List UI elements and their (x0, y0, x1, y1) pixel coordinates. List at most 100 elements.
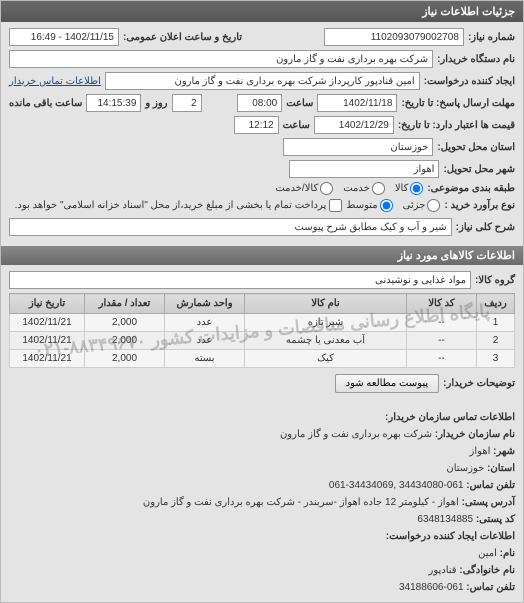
detail-panel: جزئیات اطلاعات نیاز شماره نیاز: 11020930… (0, 0, 524, 603)
items-section-title: اطلاعات کالاهای مورد نیاز (1, 246, 523, 265)
table-cell: 1402/11/21 (10, 314, 85, 332)
radio-medium[interactable]: متوسط (346, 199, 392, 212)
c-org-label: نام سازمان خریدار: (435, 429, 515, 440)
c-cphone-label: تلفن تماس: (466, 582, 515, 593)
radio-goods-label: کالا (395, 183, 409, 194)
request-no-label: شماره نیاز: (468, 32, 515, 43)
radio-both-label: کالا/خدمت (275, 183, 318, 194)
radio-medium-label: متوسط (346, 200, 377, 211)
c-address-label: آدرس پستی: (462, 497, 515, 508)
radio-both[interactable]: کالا/خدمت (275, 182, 333, 195)
province: خوزستان (283, 138, 433, 156)
col-qty: تعداد / مقدار (85, 294, 165, 314)
days-label: روز و (145, 98, 167, 109)
radio-service-label: خدمت (343, 183, 370, 194)
table-cell: -- (407, 314, 477, 332)
col-date: تاریخ نیاز (10, 294, 85, 314)
table-row: 2--آب معدنی یا چشمهعدد2,0001402/11/21 (10, 332, 515, 350)
table-cell: 1 (477, 314, 515, 332)
deadline-date: 1402/11/18 (317, 94, 397, 112)
treasury-checkbox[interactable]: پرداخت تمام یا بخشی از مبلغ خرید،از محل … (15, 199, 343, 212)
request-no: 1102093079002708 (324, 28, 464, 46)
buyer-contact-link[interactable]: اطلاعات تماس خریدار (9, 76, 101, 87)
time-label-1: ساعت (286, 98, 313, 109)
province-label: استان محل تحویل: (437, 142, 515, 153)
c-org: شرکت بهره برداری نفت و گاز مارون (280, 429, 432, 440)
contact-title: اطلاعات تماس سازمان خریدار: (9, 409, 515, 426)
form-area: شماره نیاز: 1102093079002708 تاریخ و ساع… (1, 22, 523, 246)
items-table: ردیف کد کالا نام کالا واحد شمارش تعداد /… (9, 293, 515, 368)
table-cell: 2,000 (85, 332, 165, 350)
creator-label: ایجاد کننده درخواست: (424, 76, 515, 87)
days-remaining: 2 (172, 94, 202, 112)
c-postcode: 6348134885 (417, 514, 473, 525)
buyer-org: شرکت بهره برداری نفت و گاز مارون (9, 50, 433, 68)
c-phone: 061-34434080 ,34434069-061 (329, 480, 464, 491)
attachment-button[interactable]: پیوست مطالعه شود (335, 374, 440, 393)
time-remaining: 14:15:39 (86, 94, 141, 112)
buyer-org-label: نام دستگاه خریدار: (437, 54, 515, 65)
table-cell: -- (407, 350, 477, 368)
table-row: 1--شیر تازهعدد2,0001402/11/21 (10, 314, 515, 332)
items-table-wrap: ردیف کد کالا نام کالا واحد شمارش تعداد /… (9, 293, 515, 368)
c-postcode-label: کد پستی: (476, 514, 515, 525)
table-cell: عدد (165, 332, 245, 350)
table-cell: 3 (477, 350, 515, 368)
c-city-label: شهر: (493, 446, 515, 457)
radio-small[interactable]: جزئی (403, 199, 441, 212)
deadline-label: مهلت ارسال پاسخ: تا تاریخ: (401, 98, 515, 109)
panel-title: جزئیات اطلاعات نیاز (1, 1, 523, 22)
purchase-type-label: نوع برآورد خرید : (444, 200, 515, 211)
deadline-time: 08:00 (237, 94, 282, 112)
c-cphone: 061-34188606 (399, 582, 464, 593)
valid-label: قیمت ها اعتبار دارد: تا تاریخ: (398, 120, 515, 131)
creator-info-title: اطلاعات ایجاد کننده درخواست: (9, 528, 515, 545)
summary-label: شرح کلی نیاز: (456, 222, 515, 233)
c-address: اهواز - کیلومتر 12 جاده اهواز -سربندر - … (143, 497, 459, 508)
c-name: امین (478, 548, 497, 559)
announce-value: 1402/11/15 - 16:49 (9, 28, 119, 46)
table-cell: شیر تازه (245, 314, 407, 332)
table-row: 3--کیکبسته2,0001402/11/21 (10, 350, 515, 368)
col-unit: واحد شمارش (165, 294, 245, 314)
treasury-note: پرداخت تمام یا بخشی از مبلغ خرید،از محل … (15, 200, 327, 211)
category-radio-group: کالا خدمت کالا/خدمت (275, 182, 423, 195)
purchase-radio-group: جزئی متوسط (346, 199, 440, 212)
c-lname: قنادپور (429, 565, 457, 576)
summary: شیر و آب و کیک مطابق شرح پیوست (9, 218, 452, 236)
table-cell: آب معدنی یا چشمه (245, 332, 407, 350)
col-name: نام کالا (245, 294, 407, 314)
time-label-2: ساعت (283, 120, 310, 131)
table-cell: عدد (165, 314, 245, 332)
group-label: گروه کالا: (475, 275, 515, 286)
col-row: ردیف (477, 294, 515, 314)
c-phone-label: تلفن تماس: (466, 480, 515, 491)
radio-small-label: جزئی (403, 200, 426, 211)
c-province: خوزستان (446, 463, 484, 474)
city-label: شهر محل تحویل: (443, 164, 515, 175)
c-name-label: نام: (500, 548, 515, 559)
remain-label: ساعت باقی مانده (9, 98, 82, 109)
contact-info-block: اطلاعات تماس سازمان خریدار: نام سازمان خ… (1, 403, 523, 602)
c-province-label: استان: (487, 463, 515, 474)
group: مواد غذایی و نوشیدنی (9, 271, 471, 289)
table-cell: کیک (245, 350, 407, 368)
radio-goods[interactable]: کالا (395, 182, 424, 195)
valid-date: 1402/12/29 (314, 116, 394, 134)
table-cell: بسته (165, 350, 245, 368)
city: اهواز (289, 160, 439, 178)
valid-time: 12:12 (234, 116, 279, 134)
table-header-row: ردیف کد کالا نام کالا واحد شمارش تعداد /… (10, 294, 515, 314)
creator: امین قنادپور کارپرداز شرکت بهره برداری ن… (105, 72, 420, 90)
category-label: طبقه بندی موضوعی: (427, 183, 515, 194)
table-cell: 2,000 (85, 350, 165, 368)
table-cell: 2,000 (85, 314, 165, 332)
c-lname-label: نام خانوادگی: (459, 565, 515, 576)
announce-label: تاریخ و ساعت اعلان عمومی: (123, 32, 242, 43)
radio-service[interactable]: خدمت (343, 182, 385, 195)
col-code: کد کالا (407, 294, 477, 314)
buyer-notes-label: توضیحات خریدار: (443, 378, 515, 389)
table-cell: -- (407, 332, 477, 350)
table-cell: 1402/11/21 (10, 350, 85, 368)
table-cell: 1402/11/21 (10, 332, 85, 350)
